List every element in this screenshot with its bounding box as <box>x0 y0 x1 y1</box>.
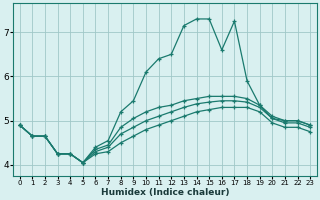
X-axis label: Humidex (Indice chaleur): Humidex (Indice chaleur) <box>101 188 229 197</box>
